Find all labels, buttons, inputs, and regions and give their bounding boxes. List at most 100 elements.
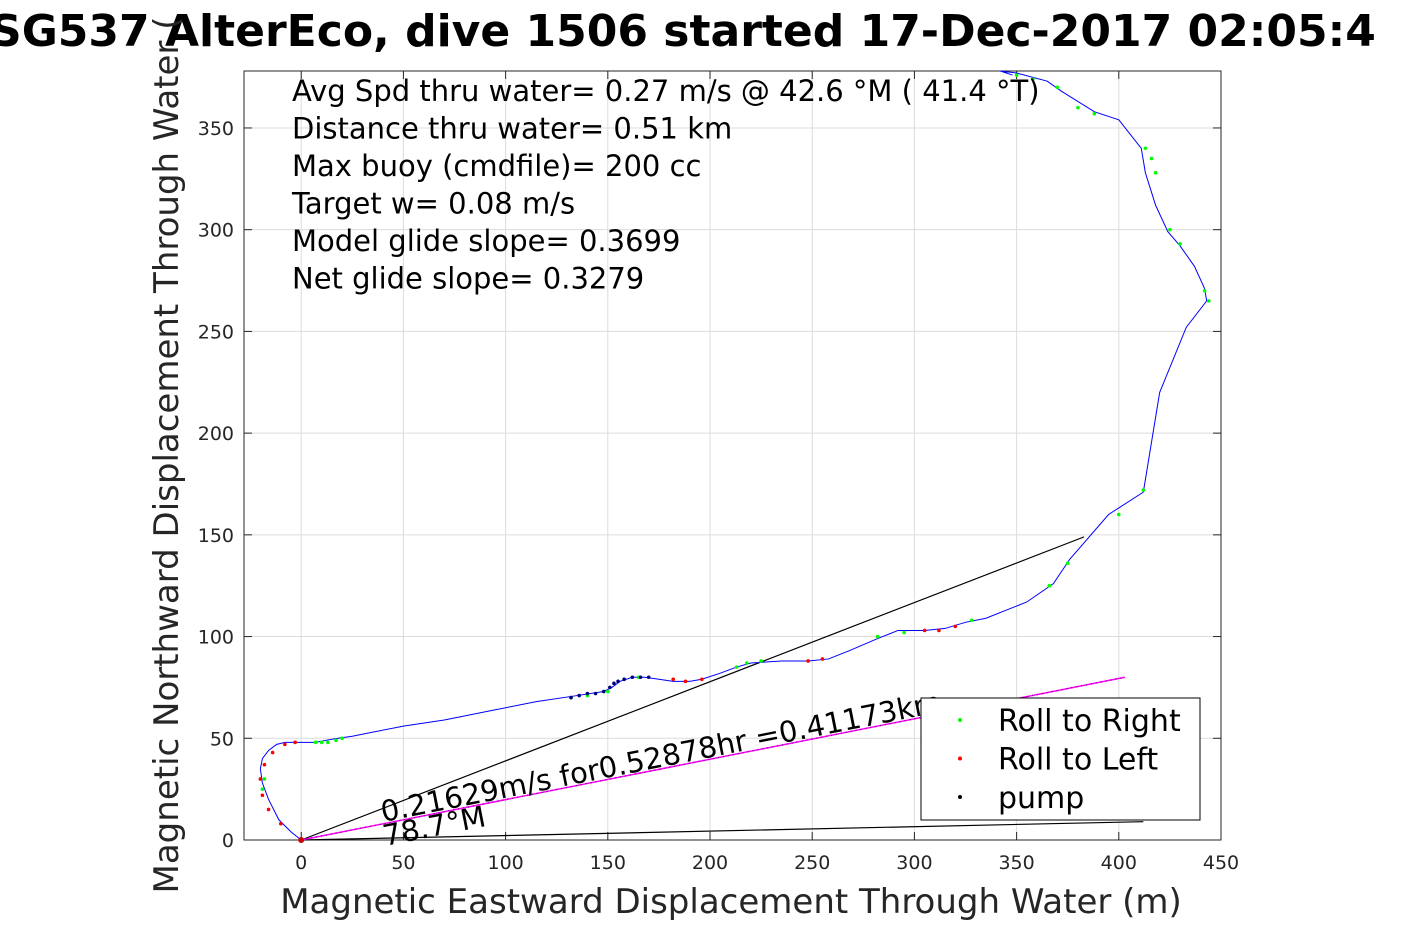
roll-left-point bbox=[262, 762, 267, 767]
roll-right-point bbox=[1047, 583, 1052, 588]
pump-point bbox=[646, 675, 651, 680]
stat-line-4: Model glide slope= 0.3699 bbox=[292, 224, 680, 258]
y-tick-label: 200 bbox=[198, 423, 234, 445]
pump-point bbox=[622, 677, 626, 682]
roll-right-point bbox=[1092, 111, 1097, 116]
roll-right-point bbox=[1031, 77, 1035, 81]
roll-left-point bbox=[266, 807, 271, 812]
roll-right-point bbox=[1178, 242, 1182, 246]
roll-right-point bbox=[334, 738, 338, 743]
pump-point bbox=[608, 685, 612, 690]
pump-point bbox=[612, 681, 616, 686]
stat-line-3: Target w= 0.08 m/s bbox=[291, 187, 575, 221]
roll-right-point bbox=[319, 740, 324, 745]
roll-right-point bbox=[313, 740, 318, 745]
roll-right-point bbox=[1202, 288, 1207, 293]
statistics-annotations: Avg Spd thru water= 0.27 m/s @ 42.6 °M (… bbox=[291, 74, 1040, 296]
y-tick-label: 50 bbox=[210, 728, 234, 750]
roll-left-point bbox=[683, 679, 688, 684]
pump-point bbox=[593, 691, 598, 696]
roll-right-point bbox=[1149, 156, 1154, 161]
x-tick-label: 450 bbox=[1203, 852, 1239, 874]
heading-reference-line bbox=[301, 821, 1144, 841]
roll-right-point bbox=[745, 661, 749, 665]
x-axis-label: Magnetic Eastward Displacement Through W… bbox=[280, 882, 1182, 922]
stat-line-0: Avg Spd thru water= 0.27 m/s @ 42.6 °M (… bbox=[292, 74, 1040, 108]
x-tick-label: 200 bbox=[692, 852, 728, 874]
y-tick-label: 150 bbox=[198, 525, 234, 547]
y-tick-label: 100 bbox=[198, 627, 234, 649]
roll-left-point bbox=[293, 740, 297, 745]
roll-right-point bbox=[734, 665, 739, 669]
roll-left-point bbox=[820, 657, 825, 661]
roll-right-point bbox=[1143, 146, 1148, 151]
pump-point bbox=[569, 695, 573, 700]
roll-right-point bbox=[1141, 488, 1146, 492]
roll-right-point bbox=[759, 659, 763, 663]
roll-right-point bbox=[340, 736, 344, 741]
y-axis-label: Magnetic Northward Displacement Through … bbox=[147, 17, 187, 894]
stat-line-1: Distance thru water= 0.51 km bbox=[292, 112, 732, 146]
roll-right-point bbox=[1014, 73, 1019, 77]
legend-entry-1: Roll to Left bbox=[998, 743, 1158, 778]
roll-right-point bbox=[1055, 85, 1060, 90]
roll-right-point bbox=[1168, 227, 1172, 232]
roll-right-point bbox=[1065, 561, 1070, 566]
roll-right-point bbox=[1117, 512, 1121, 517]
axes-box bbox=[243, 70, 1222, 841]
roll-right-point bbox=[1206, 299, 1211, 303]
y-tick-label: 300 bbox=[198, 220, 234, 242]
pump-point bbox=[638, 675, 643, 680]
roll-left-point bbox=[953, 624, 958, 629]
axes: 0 50 100 150 200 250 300 350 400 450 0 50 100 150 200 2… bbox=[198, 70, 1239, 874]
roll-left-point bbox=[671, 677, 676, 682]
x-tick-label: 350 bbox=[998, 852, 1034, 874]
x-tick-label: 400 bbox=[1101, 852, 1137, 874]
pump-point bbox=[616, 679, 620, 684]
x-tick-label: 300 bbox=[896, 852, 932, 874]
pump-point bbox=[585, 691, 590, 696]
pump-point bbox=[630, 675, 635, 680]
legend-marker-2 bbox=[958, 795, 962, 799]
legend-box bbox=[920, 697, 1201, 821]
roll-right-point bbox=[606, 689, 610, 694]
roll-left-point bbox=[283, 742, 287, 747]
x-tick-label: 0 bbox=[295, 852, 307, 874]
roll-right-point bbox=[1076, 105, 1080, 110]
roll-left-point bbox=[937, 628, 941, 633]
roll-right-point bbox=[969, 618, 974, 623]
roll-left-point bbox=[278, 821, 283, 826]
roll-left-point bbox=[700, 677, 704, 682]
glide-direction-line bbox=[301, 536, 1085, 841]
roll-right-point bbox=[1153, 170, 1158, 175]
x-tick-label: 50 bbox=[391, 852, 415, 874]
legend-marker-1 bbox=[958, 756, 962, 761]
chart-title: SG537 AlterEco, dive 1506 started 17-Dec… bbox=[0, 6, 1376, 57]
roll-left-point bbox=[260, 793, 265, 798]
pump-point bbox=[577, 693, 582, 698]
y-tick-label: 350 bbox=[198, 118, 234, 140]
roll-right-point bbox=[902, 630, 906, 635]
roll-right-point bbox=[326, 740, 330, 745]
roll-right-point bbox=[262, 777, 267, 781]
stat-line-2: Max buoy (cmdfile)= 200 cc bbox=[292, 149, 701, 183]
legend-marker-0 bbox=[958, 718, 962, 722]
x-tick-label: 100 bbox=[487, 852, 523, 874]
x-tick-label: 250 bbox=[794, 852, 830, 874]
roll-right-point bbox=[260, 787, 265, 791]
y-tick-label: 250 bbox=[198, 321, 234, 343]
legend-entry-2: pump bbox=[998, 781, 1084, 816]
roll-left-point bbox=[806, 659, 810, 663]
legend-entry-0: Roll to Right bbox=[998, 704, 1181, 739]
roll-left-point bbox=[922, 628, 927, 633]
roll-left-point bbox=[258, 777, 263, 781]
x-tick-label: 150 bbox=[590, 852, 626, 874]
start-marker bbox=[298, 837, 305, 843]
pump-point bbox=[601, 689, 606, 694]
y-tick-label: 0 bbox=[222, 830, 234, 852]
stat-line-5: Net glide slope= 0.3279 bbox=[292, 262, 644, 296]
roll-right-point bbox=[875, 634, 880, 639]
roll-left-point bbox=[270, 750, 275, 755]
